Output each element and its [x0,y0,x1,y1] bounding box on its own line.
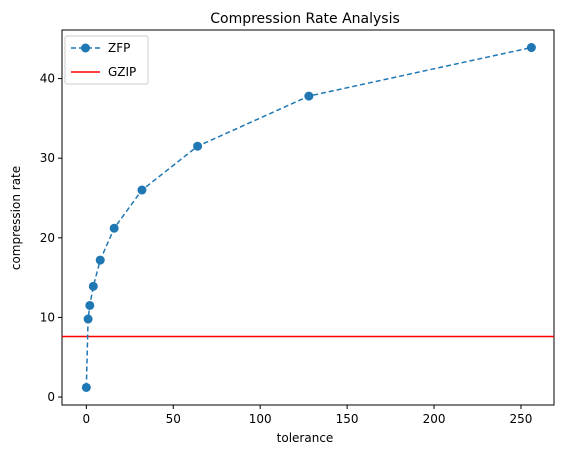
y-tick-label: 30 [40,151,55,165]
y-tick-label: 40 [40,72,55,86]
zfp-point [304,91,314,101]
y-tick-label: 10 [40,310,55,324]
y-tick-label: 0 [47,390,55,404]
zfp-point [85,300,95,310]
x-tick-label: 250 [510,412,533,426]
series-layer [62,43,554,392]
y-tick-label: 20 [40,231,55,245]
x-tick-label: 0 [83,412,91,426]
legend-zfp-marker [81,43,90,53]
zfp-point [109,223,119,233]
x-tick-label: 50 [166,412,181,426]
x-tick-label: 100 [249,412,272,426]
chart-title: Compression Rate Analysis [210,11,400,27]
zfp-point [526,43,536,53]
zfp-point [95,255,105,265]
legend-gzip-label: GZIP [108,65,136,79]
plot-area-frame [61,29,555,406]
legend: ZFP GZIP [64,35,149,85]
y-axis-label: compression rate [9,166,23,270]
zfp-point [83,314,93,324]
legend-zfp-label: ZFP [108,41,130,55]
zfp-point [81,382,91,392]
zfp-point [193,141,203,151]
x-axis-label: tolerance [277,431,334,445]
zfp-point [88,281,98,291]
zfp-line [85,46,532,388]
x-tick-label: 150 [336,412,359,426]
y-axis-ticks: 0 10 20 30 40 [40,72,62,404]
zfp-point [137,185,147,195]
x-axis-ticks: 0 50 100 150 200 250 [83,405,533,426]
x-tick-label: 200 [423,412,446,426]
